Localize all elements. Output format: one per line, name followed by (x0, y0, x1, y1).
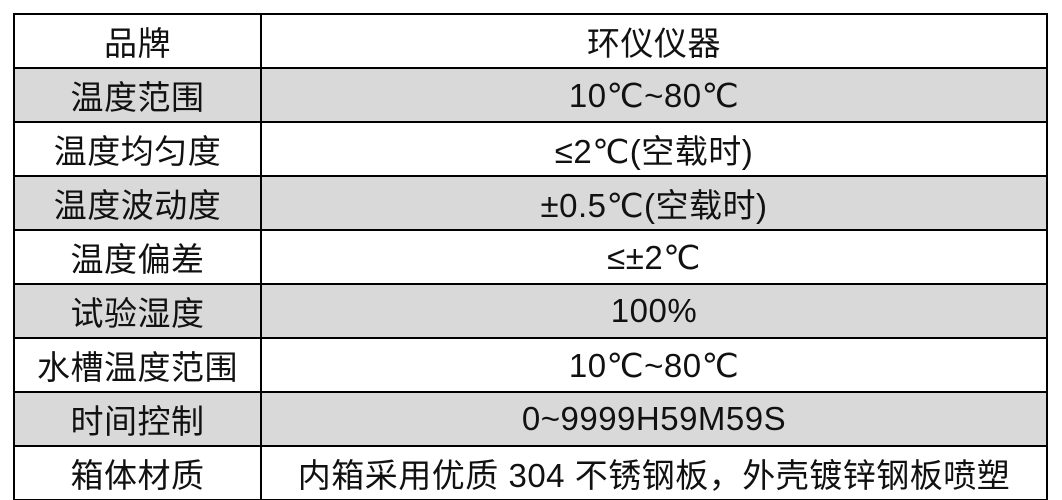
spec-value: ≤2℃(空载时) (260, 121, 1048, 177)
spec-label: 箱体材质 (13, 445, 262, 500)
spec-label: 品牌 (13, 13, 262, 69)
spec-row-temp-fluctuation: 温度波动度 ±0.5℃(空载时) (13, 175, 1048, 231)
spec-row-temp-range: 温度范围 10℃~80℃ (13, 67, 1048, 123)
spec-label: 温度波动度 (13, 175, 262, 231)
spec-label: 温度范围 (13, 67, 262, 123)
spec-value: ±0.5℃(空载时) (260, 175, 1048, 231)
spec-label: 水槽温度范围 (13, 337, 262, 393)
spec-row-temp-uniformity: 温度均匀度 ≤2℃(空载时) (13, 121, 1048, 177)
spec-value: 内箱采用优质 304 不锈钢板，外壳镀锌钢板喷塑 (260, 445, 1048, 500)
spec-label: 温度均匀度 (13, 121, 262, 177)
spec-value: 10℃~80℃ (260, 337, 1048, 393)
spec-value: 10℃~80℃ (260, 67, 1048, 123)
spec-value: ≤±2℃ (260, 229, 1048, 285)
spec-row-temp-deviation: 温度偏差 ≤±2℃ (13, 229, 1048, 285)
spec-value: 0~9999H59M59S (260, 391, 1048, 447)
spec-value: 环仪仪器 (260, 13, 1048, 69)
spec-label: 时间控制 (13, 391, 262, 447)
spec-row-brand: 品牌 环仪仪器 (13, 13, 1048, 69)
spec-label: 温度偏差 (13, 229, 262, 285)
spec-table: 品牌 环仪仪器 温度范围 10℃~80℃ 温度均匀度 ≤2℃(空载时) 温度波动… (13, 13, 1048, 500)
spec-row-test-humidity: 试验湿度 100% (13, 283, 1048, 339)
spec-row-watertank-temp-range: 水槽温度范围 10℃~80℃ (13, 337, 1048, 393)
spec-value: 100% (260, 283, 1048, 339)
spec-row-cabinet-material: 箱体材质 内箱采用优质 304 不锈钢板，外壳镀锌钢板喷塑 (13, 445, 1048, 500)
spec-label: 试验湿度 (13, 283, 262, 339)
spec-row-time-control: 时间控制 0~9999H59M59S (13, 391, 1048, 447)
